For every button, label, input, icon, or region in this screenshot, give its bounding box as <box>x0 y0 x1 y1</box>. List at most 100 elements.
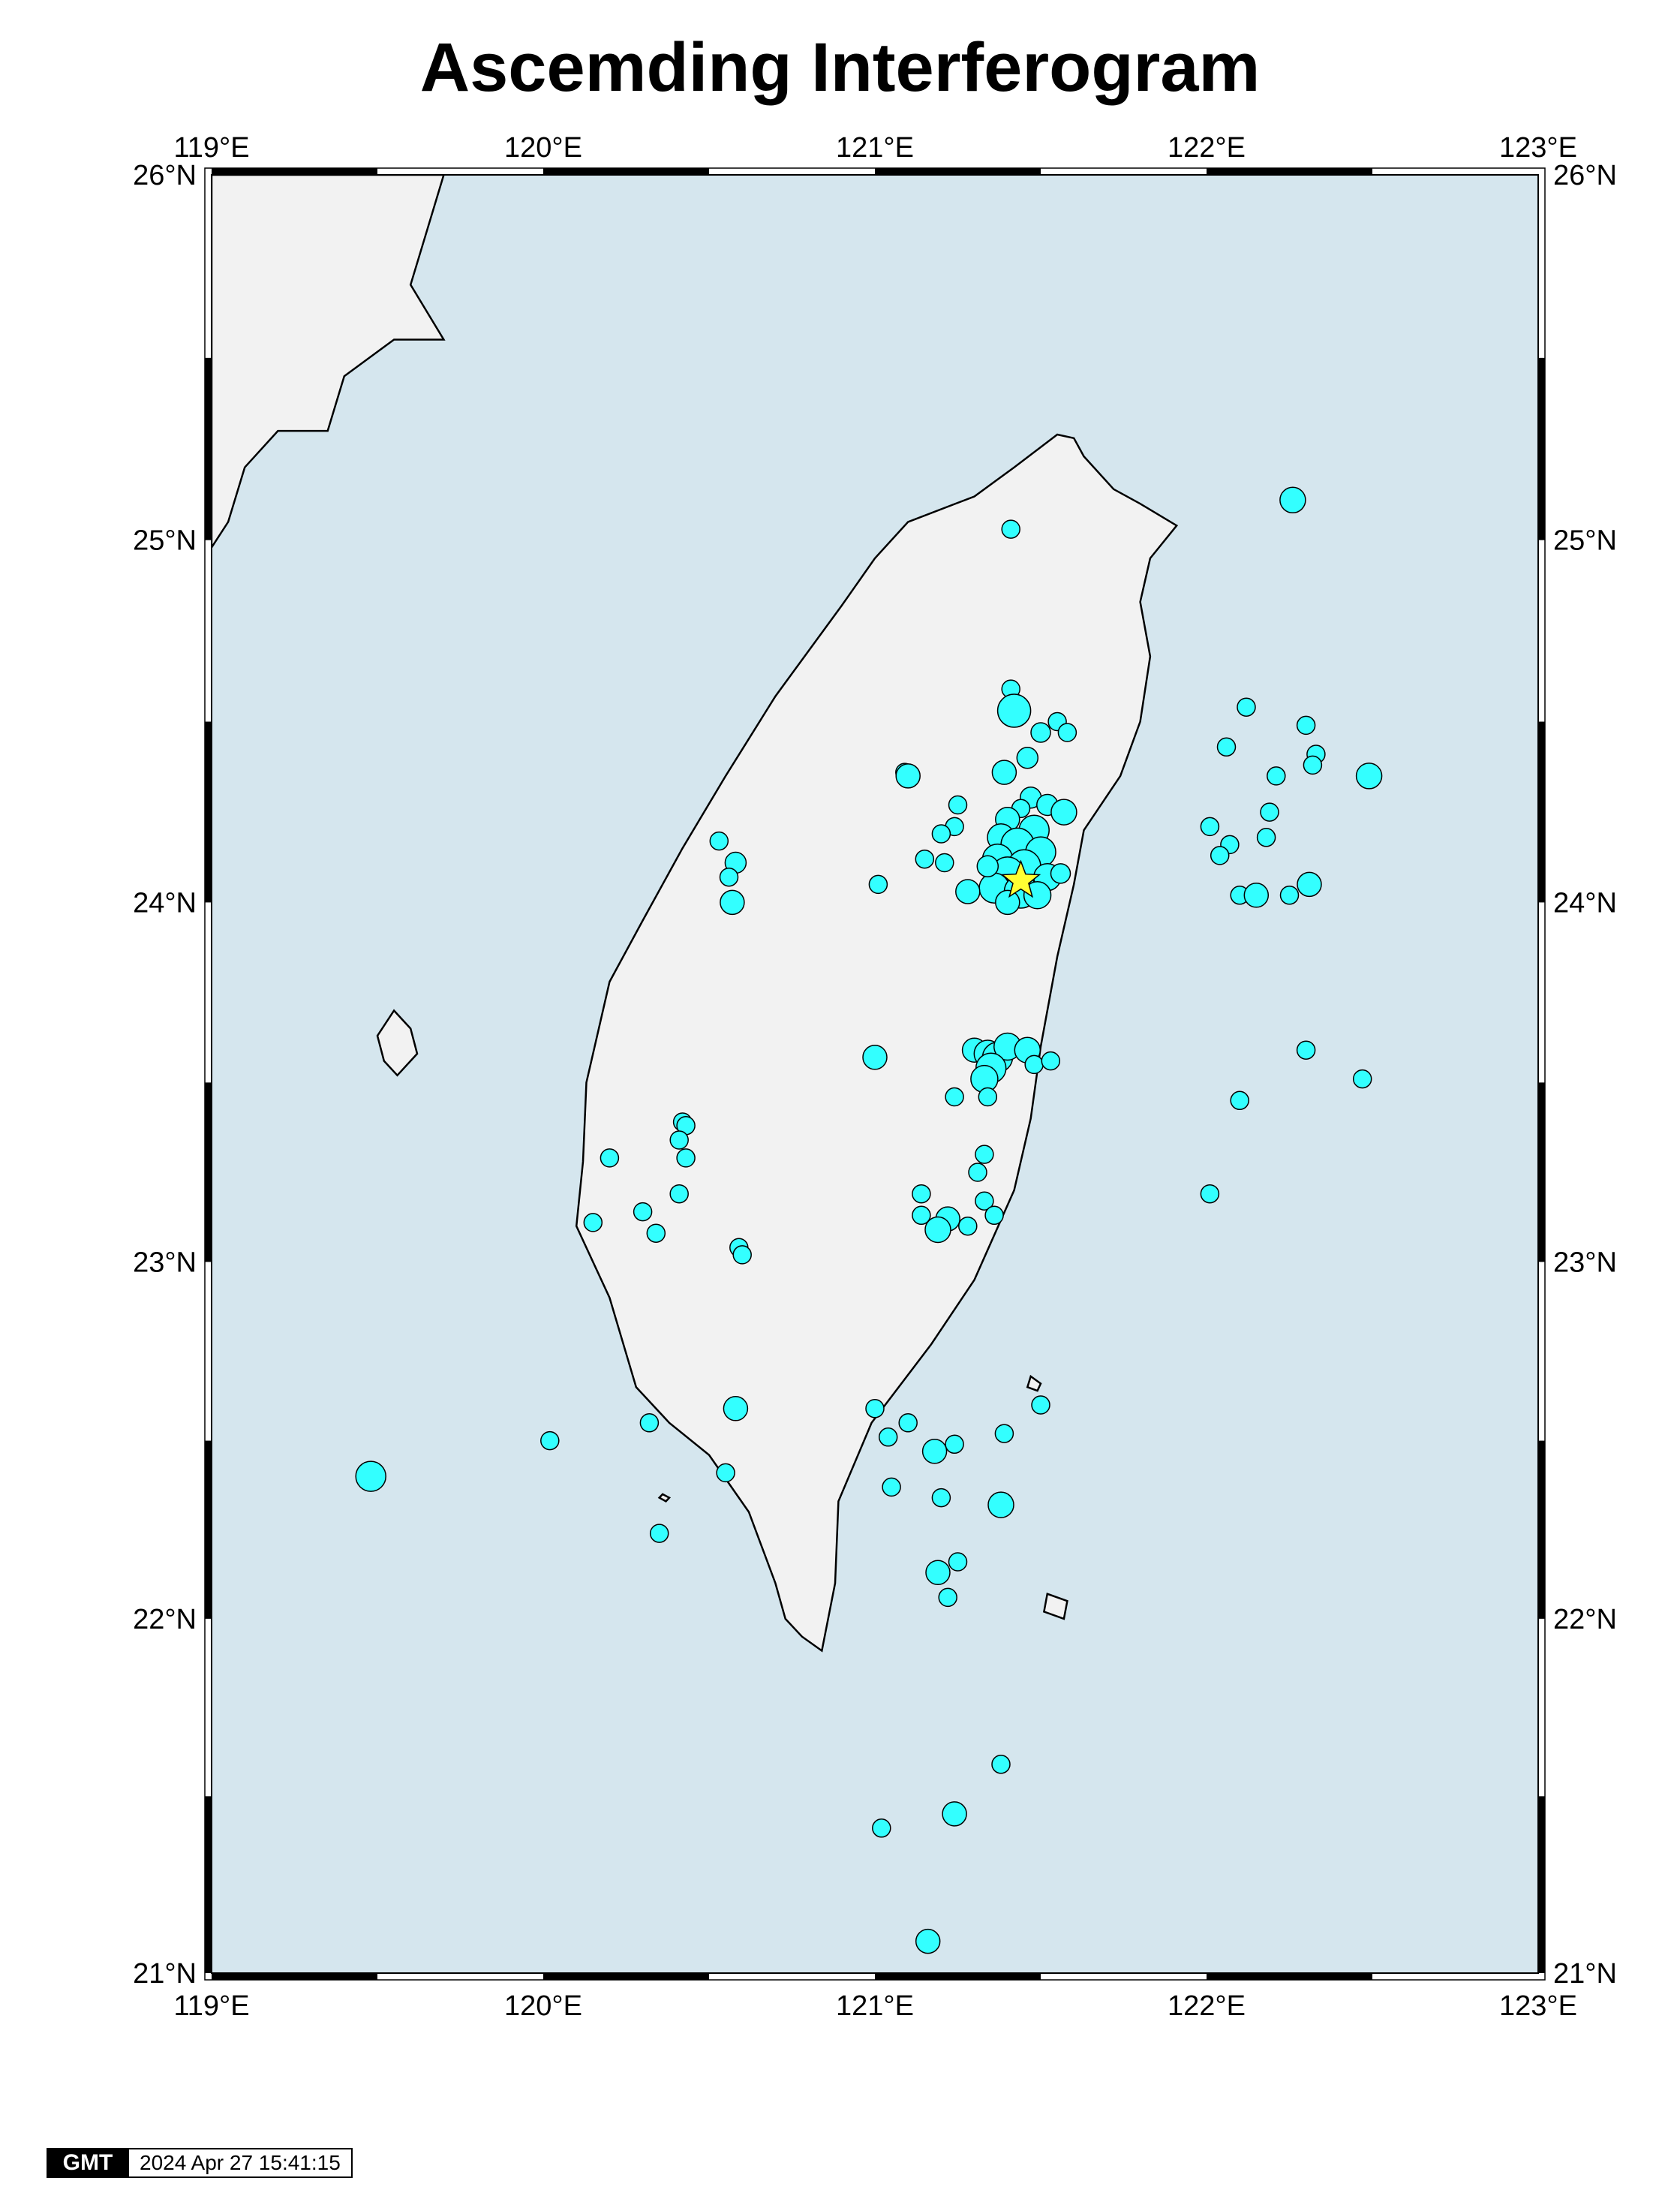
frame-bar <box>875 168 1041 175</box>
earthquake-marker <box>669 1130 689 1150</box>
earthquake-marker <box>931 824 951 844</box>
page-title: Ascemding Interferogram <box>419 29 1261 106</box>
lon-tick-label: 119°E <box>173 132 249 164</box>
frame-bar <box>205 721 212 903</box>
earthquake-marker <box>895 763 921 789</box>
earthquake-marker <box>878 1427 898 1447</box>
earthquake-marker <box>996 693 1032 728</box>
frame-bar <box>1538 357 1545 540</box>
taiwan-land <box>575 433 1179 1653</box>
earthquake-marker <box>1016 747 1039 769</box>
epicenter-star-icon <box>1000 859 1041 898</box>
earthquake-marker <box>709 831 729 851</box>
frame-bar <box>1207 168 1372 175</box>
island-lyudao <box>1026 1374 1042 1392</box>
earthquake-marker <box>984 1205 1004 1226</box>
earthquake-marker <box>882 1477 901 1497</box>
earthquake-marker <box>924 1216 951 1244</box>
lat-tick-label: 25°N <box>133 525 197 557</box>
earthquake-marker <box>676 1148 696 1168</box>
lat-tick-label: 23°N <box>1553 1247 1617 1278</box>
lon-tick-label: 122°E <box>1168 132 1246 164</box>
earthquake-marker <box>945 1087 964 1107</box>
frame-bar <box>1538 721 1545 903</box>
lat-tick-label: 26°N <box>133 160 197 191</box>
earthquake-marker <box>1297 871 1322 898</box>
frame-bar <box>1538 1440 1545 1619</box>
earthquake-marker <box>646 1223 666 1243</box>
earthquake-marker <box>1216 737 1237 757</box>
lat-tick-label: 26°N <box>1553 160 1617 191</box>
lat-tick-label: 23°N <box>133 1247 197 1278</box>
earthquake-marker <box>948 795 968 815</box>
lat-tick-label: 22°N <box>1553 1604 1617 1635</box>
earthquake-marker <box>649 1524 669 1543</box>
lon-tick-label: 119°E <box>173 1990 249 2022</box>
outer-frame <box>204 167 1546 1981</box>
lat-tick-label: 24°N <box>133 887 197 919</box>
earthquake-marker <box>994 1424 1014 1443</box>
earthquake-marker <box>600 1148 620 1168</box>
earthquake-marker <box>540 1430 560 1451</box>
earthquake-marker <box>669 1184 689 1204</box>
earthquake-marker <box>1279 486 1306 514</box>
earthquake-marker <box>1001 519 1020 539</box>
gmt-timestamp-stamp: GMT 2024 Apr 27 15:41:15 <box>47 2148 353 2178</box>
frame-bar <box>205 357 212 540</box>
frame-bar <box>1538 1082 1545 1262</box>
earthquake-marker <box>1230 1090 1249 1111</box>
earthquake-marker <box>633 1202 653 1222</box>
timestamp: 2024 Apr 27 15:41:15 <box>129 2148 353 2178</box>
earthquake-marker <box>1296 715 1316 736</box>
earthquake-marker <box>898 1413 918 1433</box>
earthquake-marker <box>1041 1051 1061 1071</box>
earthquake-marker <box>938 1587 957 1608</box>
earthquake-marker <box>723 1396 749 1421</box>
earthquake-marker <box>955 879 981 904</box>
earthquake-marker <box>1050 799 1077 826</box>
island-penghu <box>376 1009 419 1077</box>
earthquake-marker <box>1355 763 1383 790</box>
earthquake-marker <box>958 1216 978 1236</box>
earthquake-marker <box>1279 886 1300 905</box>
island-liuqiu <box>657 1493 672 1503</box>
earthquake-marker <box>991 1755 1011 1774</box>
frame-bar <box>205 1796 212 1973</box>
earthquake-marker <box>1031 1395 1050 1415</box>
frame-bar <box>205 1082 212 1262</box>
earthquake-marker <box>912 1184 931 1204</box>
frame-bar <box>1538 1796 1545 1973</box>
earthquake-marker <box>716 1463 735 1483</box>
earthquake-marker <box>931 1488 951 1508</box>
earthquake-marker <box>865 1399 885 1418</box>
earthquake-marker <box>719 867 739 887</box>
epicenter-layer <box>1000 859 1041 898</box>
lon-tick-label: 123°E <box>1499 1990 1577 2022</box>
earthquake-marker <box>1267 766 1286 786</box>
earthquake-marker <box>1352 1069 1372 1089</box>
earthquake-marker <box>1237 697 1256 717</box>
earthquake-marker <box>583 1213 603 1232</box>
frame-bar <box>212 168 377 175</box>
earthquake-marker <box>1256 828 1276 847</box>
lat-tick-label: 21°N <box>1553 1958 1617 1990</box>
earthquake-marker <box>732 1245 752 1265</box>
earthquake-marker <box>975 1191 994 1211</box>
lat-tick-label: 24°N <box>1553 887 1617 919</box>
frame-bar <box>1207 1973 1372 1980</box>
earthquake-marker <box>355 1460 386 1492</box>
earthquake-marker <box>948 1552 968 1572</box>
earthquake-events <box>355 486 1383 1954</box>
earthquake-marker <box>945 1434 964 1454</box>
lon-tick-label: 122°E <box>1168 1990 1246 2022</box>
lon-tick-label: 121°E <box>836 1990 914 2022</box>
frame-bar <box>543 1973 709 1980</box>
lon-tick-label: 120°E <box>504 132 582 164</box>
earthquake-marker <box>915 849 935 869</box>
earthquake-marker <box>978 1087 998 1107</box>
earthquake-marker <box>968 1163 987 1182</box>
axis-tick-labels: 119°E 119°E 120°E 120°E 121°E 121°E 122°E 122°E… <box>133 132 1617 2022</box>
lat-tick-label: 22°N <box>133 1604 197 1635</box>
earthquake-marker <box>1210 846 1230 865</box>
